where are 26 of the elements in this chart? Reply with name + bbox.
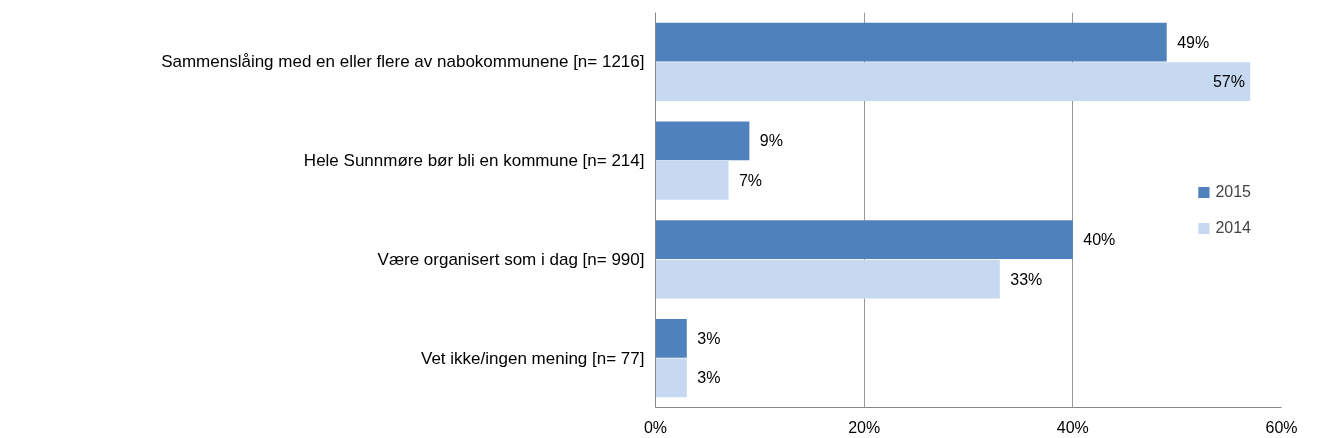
y-tick-label: Vet ikke/ingen mening [n= 77] — [420, 348, 645, 368]
data-label: 49% — [1177, 33, 1210, 51]
data-label: 40% — [1083, 231, 1116, 249]
data-label: 3% — [697, 369, 721, 387]
legend-label: 2015 — [1215, 182, 1251, 201]
x-tick-label: 20% — [848, 418, 881, 436]
bar — [655, 220, 1073, 259]
data-label: 7% — [738, 171, 763, 189]
y-tick-label: Hele Sunnmøre bør bli en kommune [n= 214] — [303, 151, 645, 171]
legend-label: 2014 — [1215, 218, 1251, 237]
bar — [655, 358, 687, 398]
bar — [655, 62, 1251, 101]
data-label: 57% — [1212, 73, 1245, 91]
data-label: 9% — [759, 132, 783, 150]
data-label: 3% — [697, 329, 721, 347]
data-label: 33% — [1010, 270, 1043, 288]
bar — [655, 161, 729, 200]
bar — [655, 121, 750, 161]
x-tick-label: 0% — [643, 418, 668, 436]
x-tick-label: 60% — [1265, 418, 1298, 436]
bar — [655, 319, 687, 358]
bar — [655, 22, 1167, 62]
bar — [655, 259, 1000, 299]
y-tick-label: Være organisert som i dag [n= 990] — [377, 249, 645, 269]
x-tick-label: 40% — [1056, 418, 1089, 436]
y-tick-label: Sammenslåing med en eller flere av nabokommunene [n= 1216] — [161, 52, 645, 72]
